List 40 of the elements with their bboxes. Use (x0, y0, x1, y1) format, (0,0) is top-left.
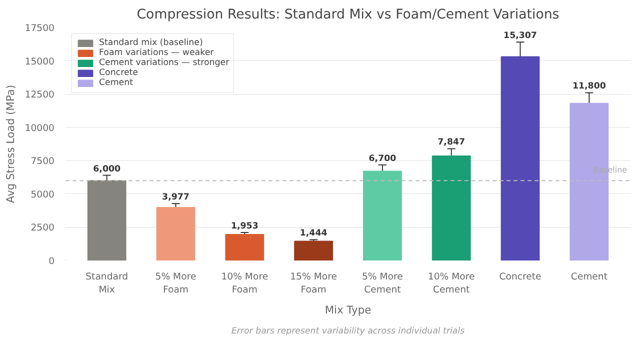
bar (432, 156, 471, 260)
chart-title: Compression Results: Standard Mix vs Foam/Cement Variations (136, 8, 560, 22)
legend-label: Standard mix (baseline) (99, 38, 203, 48)
bar (225, 234, 264, 260)
y-tick-label: 2500 (30, 222, 55, 234)
bar (87, 180, 126, 260)
x-tick-label: 5% More Cement (362, 272, 404, 296)
y-tick-label: 5000 (30, 189, 55, 200)
x-tick-label: Cement (570, 272, 608, 282)
data-label: 1,953 (230, 222, 258, 232)
x-tick-label: 5% More Foam (155, 272, 196, 296)
bar (500, 56, 540, 260)
data-label: 1,444 (300, 228, 328, 239)
bar (156, 207, 196, 260)
data-label: 7,847 (438, 138, 466, 148)
y-tick-label: 7500 (30, 156, 55, 168)
data-label: 6,700 (368, 154, 396, 164)
legend-label: Cement (99, 78, 134, 88)
legend-label: Concrete (99, 68, 138, 78)
y-tick-label: 10000 (24, 122, 55, 134)
data-label: 6,000 (93, 164, 121, 174)
data-label: 15,307 (504, 31, 537, 42)
text: Error bars represent variability across individual trials (231, 326, 466, 336)
legend-label: Cement variations — stronger (99, 58, 230, 68)
x-tick-label: Standard Mix (86, 272, 128, 296)
y-tick-label: 0 (48, 256, 55, 267)
x-tick-label: Concrete (499, 272, 542, 282)
x-tick-label: 10% More Cement (428, 272, 476, 296)
x-tick-label: 10% More Foam (221, 272, 268, 296)
x-axis-title: Mix Type (324, 304, 372, 317)
x-tick-label: 15% More Foam (290, 272, 338, 296)
data-label: 11,800 (572, 82, 606, 92)
y-tick-label: 17500 (24, 23, 55, 34)
bar (294, 240, 333, 260)
data-label: 3,977 (162, 192, 190, 203)
y-axis-title: Avg Stress Load (MPa) (4, 84, 17, 204)
y-tick-label: 15000 (24, 56, 55, 68)
y-tick-label: 12500 (24, 90, 55, 101)
bar (363, 170, 402, 260)
legend-label: Foam variations — weaker (99, 48, 214, 58)
